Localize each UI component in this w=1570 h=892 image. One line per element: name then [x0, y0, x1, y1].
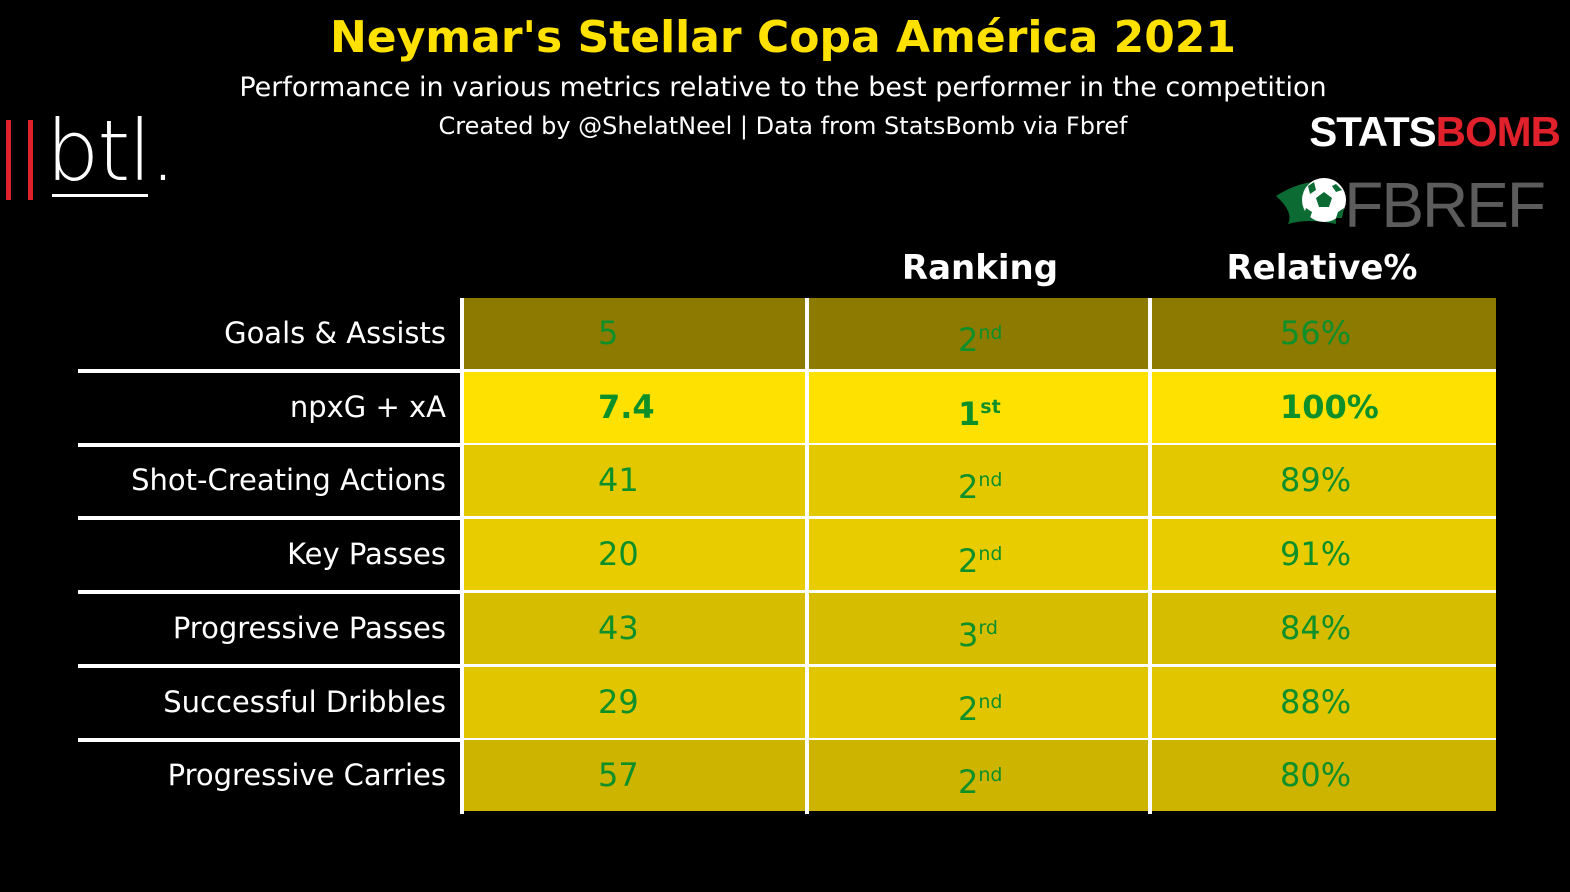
ranking-suffix: nd — [978, 322, 1003, 344]
ranking-suffix: nd — [978, 764, 1003, 786]
row-background — [462, 667, 1496, 738]
metric-ranking: 2nd — [958, 298, 1002, 369]
ranking-number: 2 — [958, 690, 979, 728]
table-row: Progressive Carries 57 2nd 80% — [78, 740, 1496, 811]
metric-value: 29 — [598, 683, 639, 721]
metric-ranking: 1st — [958, 372, 1001, 443]
metric-label: Goals & Assists — [224, 316, 446, 350]
column-header-relative: Relative% — [1226, 248, 1418, 288]
metric-ranking: 2nd — [958, 740, 1002, 811]
row-divider — [78, 516, 1496, 520]
fbref-ball-icon — [1276, 178, 1346, 224]
table-row: Shot-Creating Actions 41 2nd 89% — [78, 445, 1496, 516]
ranking-number: 2 — [958, 468, 979, 506]
metric-relative: 84% — [1280, 609, 1352, 647]
statsbomb-logo-red: BOMB — [1435, 108, 1561, 155]
column-divider — [1148, 298, 1152, 814]
metric-label: Progressive Carries — [167, 758, 446, 792]
row-divider — [78, 590, 1496, 594]
metric-value: 57 — [598, 756, 639, 794]
ranking-number: 3 — [958, 616, 979, 654]
table-row: Goals & Assists 5 2nd 56% — [78, 298, 1496, 369]
ranking-number: 1 — [958, 395, 981, 433]
fbref-logo: FBREF — [1274, 169, 1546, 241]
metric-relative: 91% — [1280, 535, 1352, 573]
ranking-suffix: rd — [978, 617, 998, 639]
metric-label: Shot-Creating Actions — [131, 463, 446, 497]
ranking-suffix: st — [980, 396, 1001, 418]
row-background — [462, 519, 1496, 590]
metric-label: Successful Dribbles — [163, 685, 446, 719]
metric-label: Key Passes — [287, 537, 446, 571]
ranking-suffix: nd — [978, 469, 1003, 491]
metric-ranking: 2nd — [958, 445, 1002, 516]
metric-label: Progressive Passes — [172, 611, 446, 645]
chart-subtitle: Performance in various metrics relative … — [239, 72, 1327, 103]
metric-value: 5 — [598, 314, 619, 352]
metric-value: 20 — [598, 535, 639, 573]
row-divider — [78, 664, 1496, 668]
metric-value: 43 — [598, 609, 639, 647]
metric-relative: 80% — [1280, 756, 1352, 794]
row-divider — [78, 369, 1496, 373]
table-row: Progressive Passes 43 3rd 84% — [78, 593, 1496, 664]
metric-relative: 89% — [1280, 461, 1352, 499]
table-row: npxG + xA 7.4 1st 100% — [78, 372, 1496, 443]
metric-relative: 56% — [1280, 314, 1352, 352]
statsbomb-logo: STATSBOMB — [1309, 108, 1561, 156]
metric-ranking: 3rd — [958, 593, 998, 664]
ranking-number: 2 — [958, 542, 979, 580]
ranking-number: 2 — [958, 763, 979, 801]
fbref-logo-text: FBREF — [1344, 169, 1546, 241]
metric-ranking: 2nd — [958, 519, 1002, 590]
metric-relative: 100% — [1280, 388, 1379, 426]
row-background — [462, 298, 1496, 369]
chart-title: Neymar's Stellar Copa América 2021 — [329, 12, 1237, 63]
ranking-suffix: nd — [978, 543, 1003, 565]
metric-label: npxG + xA — [289, 390, 446, 424]
column-divider — [460, 298, 464, 814]
ranking-number: 2 — [958, 321, 979, 359]
row-background — [462, 593, 1496, 664]
column-header-ranking: Ranking — [901, 248, 1059, 288]
row-background — [462, 740, 1496, 811]
btl-logo-text: btl. — [46, 102, 176, 200]
metric-value: 41 — [598, 461, 639, 499]
table-row: Key Passes 20 2nd 91% — [78, 519, 1496, 590]
statsbomb-logo-white: STATS — [1309, 108, 1436, 155]
row-background — [462, 445, 1496, 516]
metric-relative: 88% — [1280, 683, 1352, 721]
row-background — [462, 372, 1496, 443]
column-divider — [805, 298, 809, 814]
btl-logo: btl. — [6, 102, 176, 204]
metric-ranking: 2nd — [958, 667, 1002, 738]
table-row: Successful Dribbles 29 2nd 88% — [78, 667, 1496, 738]
metric-value: 7.4 — [598, 388, 655, 426]
chart-credit: Created by @ShelatNeel | Data from Stats… — [438, 112, 1128, 140]
ranking-suffix: nd — [978, 691, 1003, 713]
